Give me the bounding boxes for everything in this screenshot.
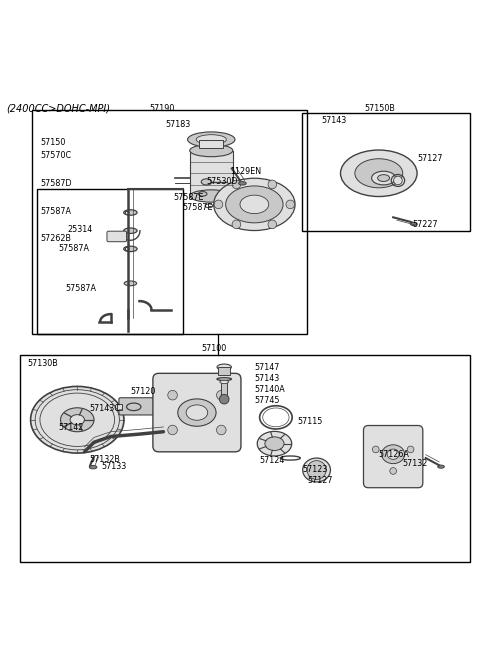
Text: 57124: 57124	[259, 456, 285, 465]
Ellipse shape	[214, 178, 295, 230]
Ellipse shape	[124, 210, 137, 215]
Circle shape	[168, 425, 177, 435]
Text: 57587A: 57587A	[40, 207, 72, 216]
Circle shape	[372, 446, 379, 453]
Bar	[125, 211, 128, 214]
Bar	[190, 151, 233, 196]
Ellipse shape	[307, 460, 326, 479]
Circle shape	[268, 220, 276, 228]
Text: 57133: 57133	[101, 462, 126, 470]
Bar	[36, 189, 182, 333]
Text: 57115: 57115	[298, 417, 323, 425]
Ellipse shape	[372, 171, 396, 185]
Ellipse shape	[124, 281, 137, 286]
Text: 57132: 57132	[403, 459, 428, 468]
Text: 57150: 57150	[40, 138, 66, 146]
Ellipse shape	[410, 222, 417, 226]
Text: 57123: 57123	[302, 464, 327, 474]
Ellipse shape	[190, 190, 233, 202]
Text: 57587E: 57587E	[182, 203, 213, 212]
Circle shape	[216, 390, 226, 400]
Text: 57100: 57100	[202, 344, 227, 353]
Bar	[221, 382, 227, 396]
Text: 57530D: 57530D	[206, 177, 238, 186]
Text: 57142: 57142	[58, 423, 84, 432]
Text: 57587A: 57587A	[58, 245, 89, 253]
Bar	[20, 355, 470, 562]
Circle shape	[268, 180, 276, 189]
Text: (2400CC>DOHC-MPI): (2400CC>DOHC-MPI)	[6, 104, 110, 114]
Text: 57140A: 57140A	[254, 385, 285, 394]
Ellipse shape	[239, 181, 246, 185]
FancyBboxPatch shape	[119, 398, 160, 415]
Text: 57190: 57190	[149, 103, 174, 113]
Ellipse shape	[196, 134, 227, 144]
FancyBboxPatch shape	[363, 425, 423, 488]
Ellipse shape	[438, 465, 444, 468]
Bar	[117, 404, 122, 410]
Circle shape	[286, 200, 295, 209]
Text: 57143C: 57143C	[89, 405, 120, 413]
Ellipse shape	[220, 380, 228, 384]
Ellipse shape	[124, 246, 137, 251]
Bar	[32, 110, 307, 333]
Text: 57587D: 57587D	[40, 179, 72, 188]
Bar	[218, 367, 230, 375]
Ellipse shape	[178, 399, 216, 426]
Ellipse shape	[70, 415, 84, 425]
Ellipse shape	[240, 195, 269, 214]
Circle shape	[407, 446, 414, 453]
Ellipse shape	[387, 449, 399, 460]
Circle shape	[232, 220, 240, 228]
Circle shape	[168, 390, 177, 400]
Ellipse shape	[340, 150, 417, 196]
Text: 57147: 57147	[254, 363, 280, 372]
Ellipse shape	[186, 405, 208, 420]
Text: 57150B: 57150B	[364, 103, 396, 113]
Text: 57132B: 57132B	[89, 454, 120, 464]
Text: 57126A: 57126A	[379, 450, 409, 459]
Text: 57570C: 57570C	[40, 151, 72, 160]
Ellipse shape	[31, 386, 124, 453]
Circle shape	[214, 200, 223, 209]
Text: 57143: 57143	[322, 116, 347, 125]
Ellipse shape	[89, 466, 97, 469]
FancyBboxPatch shape	[153, 374, 241, 452]
Text: 57120: 57120	[130, 386, 156, 396]
Bar	[125, 247, 128, 251]
Text: 25314: 25314	[68, 225, 93, 235]
Ellipse shape	[124, 228, 137, 233]
Text: 57745: 57745	[254, 396, 280, 405]
Circle shape	[390, 468, 396, 474]
Ellipse shape	[60, 408, 94, 431]
Ellipse shape	[217, 364, 231, 370]
Text: 1129EN: 1129EN	[230, 167, 262, 176]
Text: 57127: 57127	[417, 155, 443, 163]
Text: 57130B: 57130B	[27, 359, 58, 368]
Ellipse shape	[382, 445, 405, 464]
Ellipse shape	[226, 186, 283, 223]
Text: 57587E: 57587E	[173, 193, 204, 202]
Text: 57127: 57127	[307, 476, 333, 485]
Ellipse shape	[378, 175, 390, 181]
Text: 57227: 57227	[412, 220, 438, 229]
Ellipse shape	[394, 176, 402, 185]
Text: 57587A: 57587A	[65, 284, 96, 292]
Circle shape	[219, 394, 229, 404]
Text: 57262B: 57262B	[40, 235, 72, 243]
Circle shape	[232, 180, 240, 189]
Text: 57183: 57183	[166, 120, 191, 129]
Ellipse shape	[190, 144, 233, 157]
Ellipse shape	[355, 159, 403, 187]
Circle shape	[216, 425, 226, 435]
Bar	[302, 114, 470, 230]
FancyBboxPatch shape	[107, 231, 127, 242]
Ellipse shape	[257, 431, 292, 456]
Text: 57143: 57143	[254, 374, 280, 382]
Ellipse shape	[188, 132, 235, 147]
Ellipse shape	[303, 458, 330, 482]
Ellipse shape	[201, 179, 212, 185]
Bar	[199, 140, 223, 148]
Ellipse shape	[265, 437, 284, 450]
